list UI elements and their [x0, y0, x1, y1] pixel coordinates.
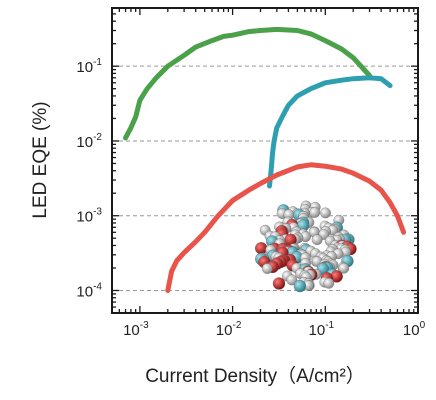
series-line-1 — [123, 26, 372, 141]
y-tick-label: 10-1 — [76, 57, 102, 76]
series-line-2 — [267, 75, 393, 189]
plot-frame — [111, 7, 419, 314]
series-layer — [123, 26, 407, 293]
x-tick-label: 100 — [403, 320, 426, 339]
atom — [261, 263, 273, 274]
atom — [255, 242, 268, 255]
atom — [311, 234, 323, 246]
y-tick-label: 10-3 — [76, 207, 102, 226]
gridlines — [112, 65, 418, 291]
y-axis-title: LED EQE (%) — [30, 101, 51, 218]
atom — [272, 277, 286, 290]
axis-ticks: 10-4 10-3 10-2 10-1 10-3 10-2 10-1 100 — [76, 8, 426, 339]
y-tick-label: 10-2 — [76, 132, 102, 151]
x-axis-title: Current Density（A/cm²） — [145, 365, 365, 387]
atom — [286, 274, 298, 286]
atom — [338, 262, 350, 274]
x-tick-label: 10-1 — [309, 320, 335, 339]
atom — [320, 207, 331, 219]
series-line-3 — [165, 162, 407, 293]
atom — [323, 277, 335, 289]
y-tick-label: 10-4 — [76, 281, 102, 300]
atom — [293, 279, 307, 293]
molecular-cluster-inset — [255, 200, 357, 293]
atom — [309, 207, 321, 218]
x-tick-label: 10-2 — [216, 320, 242, 339]
x-tick-label: 10-3 — [123, 320, 149, 339]
